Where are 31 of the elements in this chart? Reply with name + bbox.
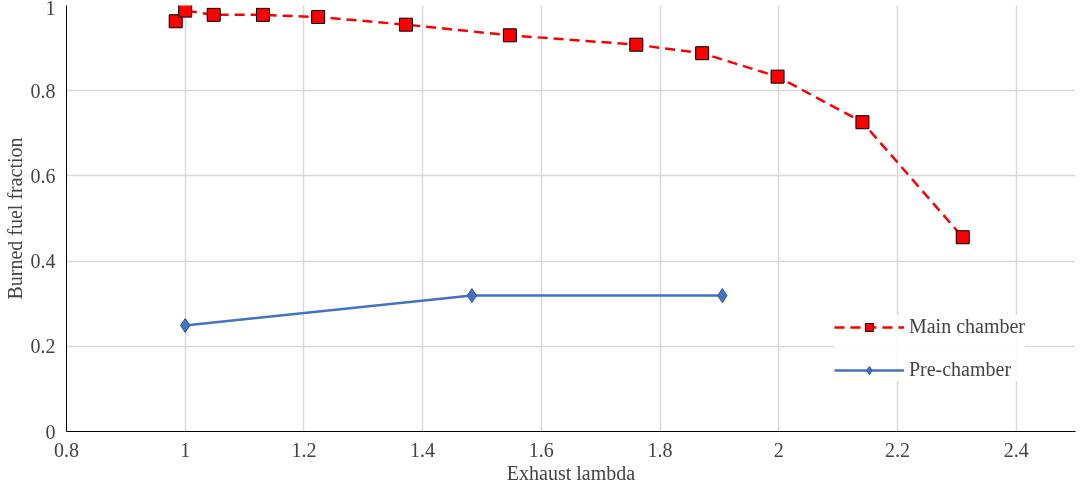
x-tick-label: 1 — [180, 438, 191, 461]
x-tick-label: 1.4 — [410, 438, 436, 461]
point — [178, 5, 193, 18]
point — [955, 230, 970, 245]
point — [502, 28, 517, 43]
x-tick-label: 2.2 — [884, 438, 910, 461]
point — [466, 288, 478, 304]
point — [855, 115, 870, 130]
point — [399, 17, 413, 32]
x-tick-label: 2.4 — [1003, 438, 1029, 461]
point — [770, 69, 785, 84]
point — [168, 14, 183, 29]
point — [695, 46, 710, 61]
y-axis-title: Burned fuel fraction — [3, 137, 26, 300]
legend-label: Main chamber — [908, 315, 1025, 338]
x-tick-label: 1.2 — [291, 438, 317, 461]
y-tick-label: 1 — [45, 0, 56, 19]
x-tick-label: 2 — [773, 438, 784, 461]
x-tick-label: 1.8 — [647, 438, 673, 461]
y-tick-label: 0 — [45, 420, 56, 443]
x-tick-label: 1.6 — [528, 438, 554, 461]
y-tick-label: 0.6 — [30, 164, 56, 187]
x-axis-title: Exhaust lambda — [506, 461, 636, 484]
point — [206, 7, 221, 22]
point — [311, 10, 326, 24]
point — [629, 37, 644, 52]
y-tick-label: 0.2 — [30, 335, 56, 358]
point — [255, 7, 270, 22]
y-tick-label: 0.4 — [30, 250, 56, 273]
legend-label: Pre-chamber — [908, 358, 1012, 381]
y-tick-label: 0.8 — [30, 79, 56, 102]
